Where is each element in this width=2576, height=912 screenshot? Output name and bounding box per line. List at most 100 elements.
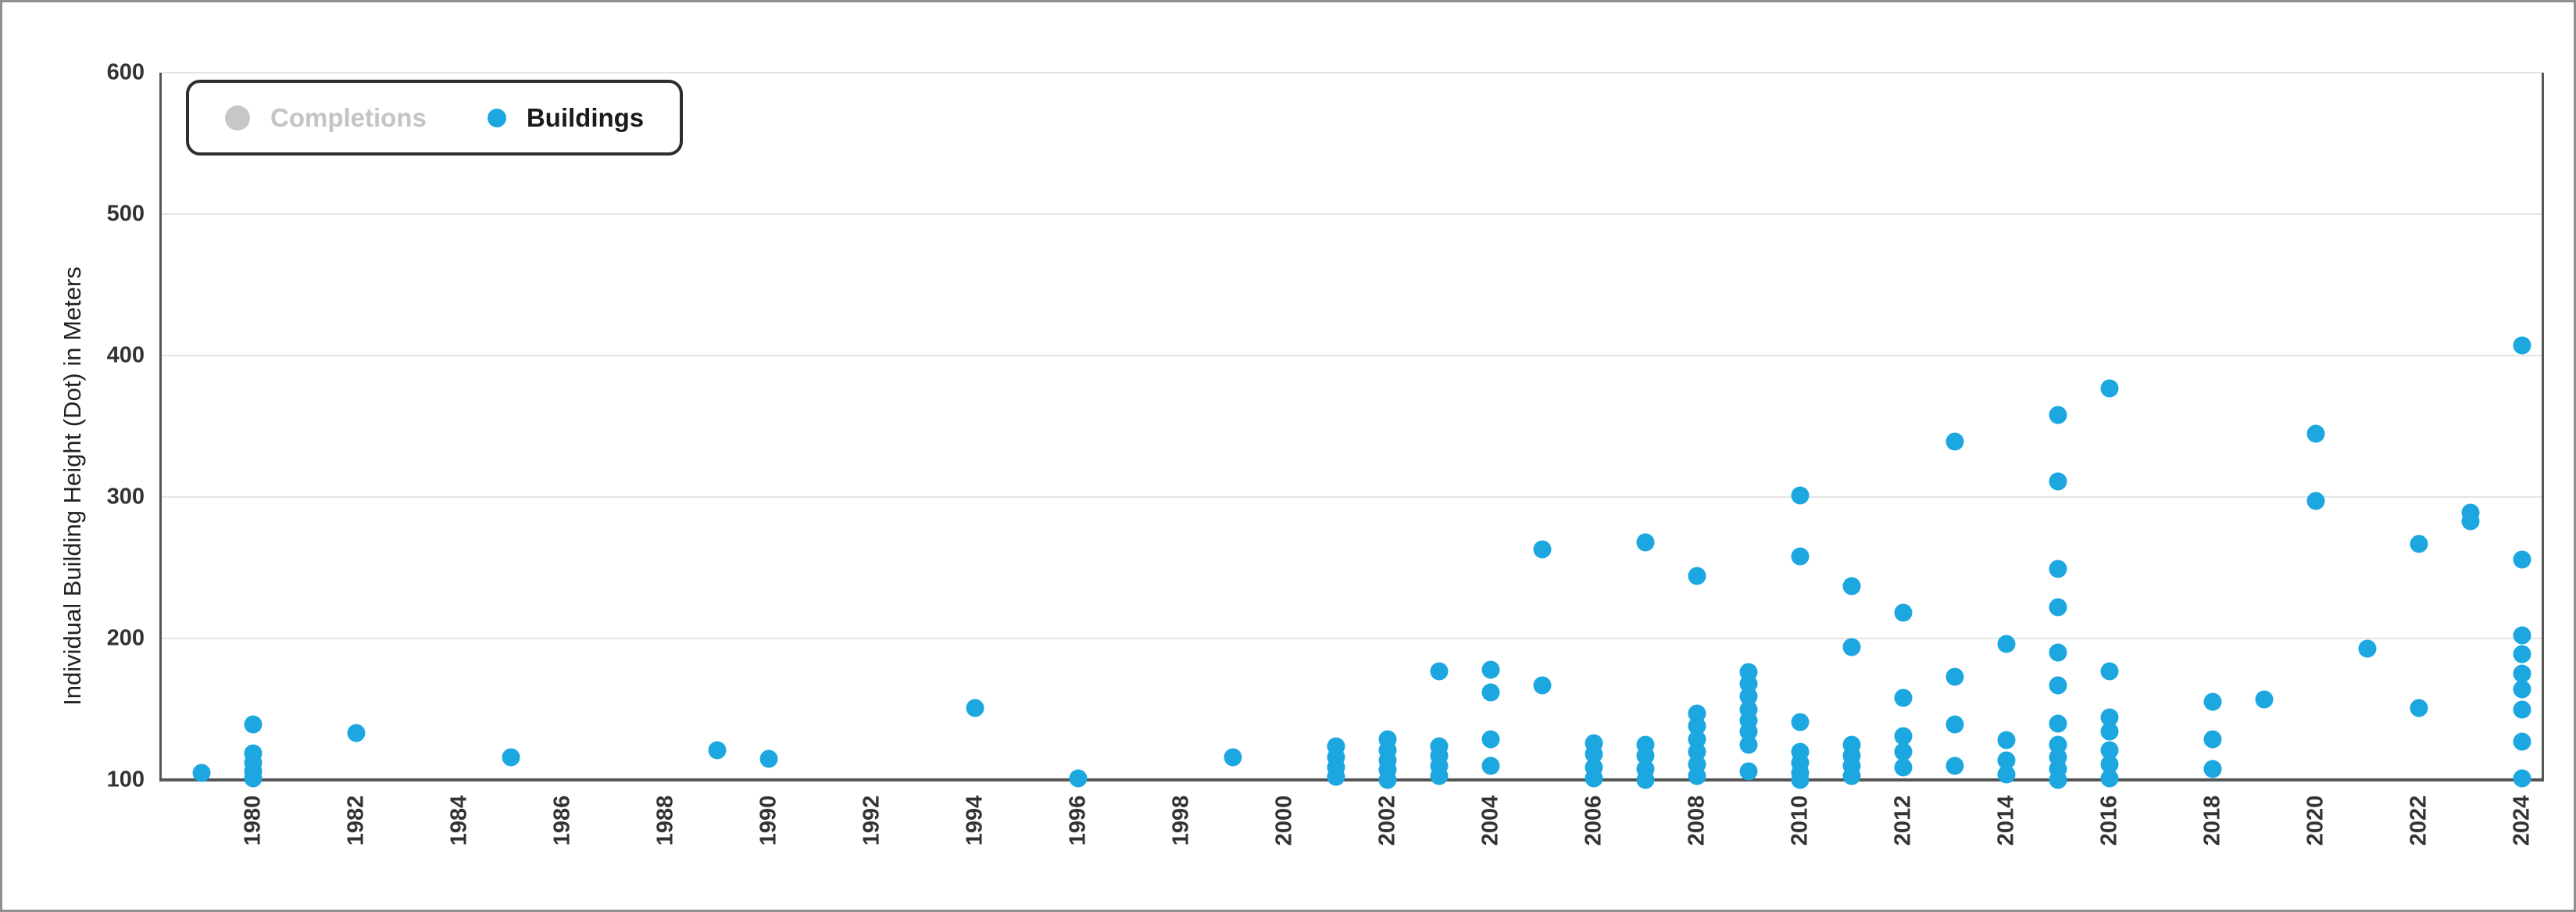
building-dot[interactable]: [1533, 676, 1552, 695]
building-dot[interactable]: [1791, 771, 1810, 789]
building-dot[interactable]: [1997, 635, 2016, 653]
building-dot[interactable]: [1791, 486, 1810, 505]
building-dot[interactable]: [2513, 550, 2531, 569]
building-dot[interactable]: [1481, 756, 1500, 775]
x-tick-label: 2002: [1374, 795, 1400, 846]
building-dot[interactable]: [2049, 771, 2067, 789]
y-axis-line: [159, 73, 162, 781]
chart-legend: Completions Buildings: [186, 80, 684, 156]
building-dot[interactable]: [1378, 771, 1397, 789]
building-dot[interactable]: [2306, 492, 2325, 510]
building-dot[interactable]: [2049, 598, 2067, 617]
building-dot[interactable]: [2049, 643, 2067, 662]
building-dot[interactable]: [1069, 769, 1088, 788]
building-dot[interactable]: [2306, 424, 2325, 443]
building-dot[interactable]: [1585, 769, 1603, 788]
building-dot[interactable]: [2100, 769, 2119, 788]
building-dot[interactable]: [966, 699, 984, 717]
building-dot[interactable]: [502, 748, 520, 767]
building-dot[interactable]: [708, 741, 727, 760]
building-dot[interactable]: [1842, 577, 1861, 595]
building-dot[interactable]: [1533, 540, 1552, 559]
x-tick-label: 2016: [2096, 795, 2122, 846]
building-dot[interactable]: [2513, 700, 2531, 718]
building-dot[interactable]: [1481, 683, 1500, 702]
x-tick-label: 1994: [962, 795, 988, 846]
building-dot[interactable]: [1791, 547, 1810, 566]
building-dot[interactable]: [1636, 771, 1655, 789]
building-dot[interactable]: [2513, 664, 2531, 683]
building-dot[interactable]: [1894, 758, 1913, 777]
building-dot[interactable]: [2410, 535, 2428, 553]
building-dot[interactable]: [1842, 767, 1861, 785]
building-dot[interactable]: [244, 715, 263, 734]
building-dot[interactable]: [2049, 472, 2067, 491]
building-dot[interactable]: [2100, 755, 2119, 774]
building-dot[interactable]: [2203, 730, 2222, 748]
building-dot[interactable]: [1945, 756, 1964, 775]
y-tick-label: 200: [106, 625, 145, 651]
building-dot[interactable]: [1997, 751, 2016, 770]
building-dot[interactable]: [1945, 667, 1964, 686]
building-dot[interactable]: [1894, 742, 1913, 761]
building-dot[interactable]: [1636, 533, 1655, 552]
x-tick-label: 1998: [1168, 795, 1194, 846]
building-dot[interactable]: [1224, 748, 1242, 767]
building-dot[interactable]: [2513, 769, 2531, 788]
building-dot[interactable]: [2513, 645, 2531, 663]
building-dot[interactable]: [2513, 732, 2531, 751]
building-dot[interactable]: [2513, 626, 2531, 645]
building-dot[interactable]: [2049, 406, 2067, 424]
building-dot[interactable]: [2255, 690, 2274, 709]
building-dot[interactable]: [2100, 379, 2119, 398]
building-dot[interactable]: [347, 724, 366, 742]
building-dot[interactable]: [1430, 767, 1449, 785]
building-dot[interactable]: [1481, 660, 1500, 679]
legend-label-buildings: Buildings: [526, 103, 645, 132]
building-dot[interactable]: [1997, 765, 2016, 784]
building-dot[interactable]: [1997, 731, 2016, 749]
building-dot[interactable]: [2100, 662, 2119, 681]
x-tick-label: 2018: [2199, 795, 2225, 846]
building-dot[interactable]: [192, 764, 211, 782]
legend-item-completions[interactable]: Completions: [225, 105, 427, 131]
building-dot[interactable]: [2100, 708, 2119, 727]
building-dot[interactable]: [1430, 662, 1449, 681]
y-tick-label: 300: [106, 484, 145, 510]
building-dot[interactable]: [1739, 735, 1758, 754]
building-dot[interactable]: [2100, 741, 2119, 760]
building-dot[interactable]: [2513, 336, 2531, 355]
building-dot[interactable]: [2358, 639, 2377, 658]
y-axis-title: Individual Building Height (Dot) in Mete…: [59, 266, 86, 706]
y-tick-label: 500: [106, 201, 145, 227]
building-dot[interactable]: [2049, 676, 2067, 695]
building-dot[interactable]: [1894, 603, 1913, 622]
building-dot[interactable]: [1688, 767, 1706, 785]
building-dot[interactable]: [1791, 713, 1810, 731]
building-dot[interactable]: [1688, 567, 1706, 585]
building-dot[interactable]: [2203, 760, 2222, 778]
building-dot[interactable]: [1894, 727, 1913, 746]
building-dot[interactable]: [1739, 762, 1758, 781]
building-dot[interactable]: [2513, 680, 2531, 699]
building-dot[interactable]: [244, 769, 263, 788]
building-dot[interactable]: [1894, 688, 1913, 707]
building-dot[interactable]: [2203, 692, 2222, 711]
x-tick-label: 2024: [2509, 795, 2535, 846]
x-tick-label: 2022: [2406, 795, 2431, 846]
building-dot[interactable]: [1945, 715, 1964, 734]
building-dot[interactable]: [2410, 699, 2428, 717]
building-dot[interactable]: [2049, 714, 2067, 733]
building-dot[interactable]: [1945, 432, 1964, 451]
building-dot[interactable]: [1327, 767, 1345, 786]
legend-item-buildings[interactable]: Buildings: [487, 103, 645, 132]
building-dot[interactable]: [2100, 722, 2119, 741]
h-gridline: [161, 355, 2542, 356]
building-dot[interactable]: [2049, 560, 2067, 578]
building-dot[interactable]: [2461, 512, 2480, 531]
building-dot[interactable]: [759, 749, 778, 768]
building-dot[interactable]: [1842, 638, 1861, 656]
building-dot[interactable]: [1481, 730, 1500, 748]
